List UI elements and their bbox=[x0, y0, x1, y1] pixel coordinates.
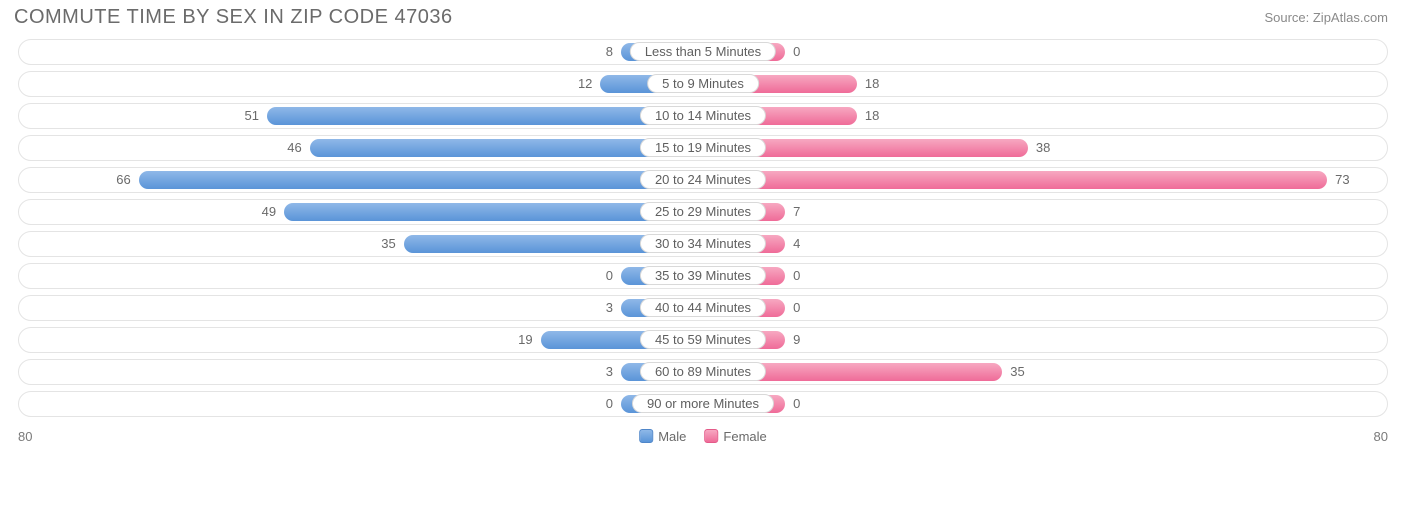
category-label: 5 to 9 Minutes bbox=[647, 74, 759, 93]
male-swatch-icon bbox=[639, 429, 653, 443]
category-label: 45 to 59 Minutes bbox=[640, 330, 766, 349]
male-value: 0 bbox=[606, 268, 613, 283]
source-attribution: Source: ZipAtlas.com bbox=[1264, 10, 1388, 25]
category-label: 10 to 14 Minutes bbox=[640, 106, 766, 125]
category-label: 35 to 39 Minutes bbox=[640, 266, 766, 285]
legend-male-label: Male bbox=[658, 429, 686, 444]
chart-row: 3 0 40 to 44 Minutes bbox=[18, 295, 1388, 321]
male-value: 8 bbox=[606, 44, 613, 59]
chart-row: 8 0 Less than 5 Minutes bbox=[18, 39, 1388, 65]
female-value: 4 bbox=[793, 236, 800, 251]
chart-row: 51 18 10 to 14 Minutes bbox=[18, 103, 1388, 129]
chart-row: 35 4 30 to 34 Minutes bbox=[18, 231, 1388, 257]
legend-female: Female bbox=[704, 429, 766, 444]
male-bar bbox=[139, 171, 703, 189]
male-value: 19 bbox=[518, 332, 532, 347]
male-bar bbox=[267, 107, 703, 125]
axis-left-max: 80 bbox=[18, 429, 32, 444]
female-value: 0 bbox=[793, 268, 800, 283]
male-value: 46 bbox=[287, 140, 301, 155]
chart-row: 49 7 25 to 29 Minutes bbox=[18, 199, 1388, 225]
category-label: 25 to 29 Minutes bbox=[640, 202, 766, 221]
male-value: 3 bbox=[606, 300, 613, 315]
chart-title: COMMUTE TIME BY SEX IN ZIP CODE 47036 bbox=[14, 6, 453, 29]
chart-row: 46 38 15 to 19 Minutes bbox=[18, 135, 1388, 161]
chart-row: 12 18 5 to 9 Minutes bbox=[18, 71, 1388, 97]
male-value: 66 bbox=[116, 172, 130, 187]
category-label: 20 to 24 Minutes bbox=[640, 170, 766, 189]
chart-row: 0 0 90 or more Minutes bbox=[18, 391, 1388, 417]
category-label: 30 to 34 Minutes bbox=[640, 234, 766, 253]
male-value: 12 bbox=[578, 76, 592, 91]
bar-chart: 8 0 Less than 5 Minutes 12 18 5 to 9 Minutes 5… bbox=[0, 33, 1406, 417]
category-label: Less than 5 Minutes bbox=[630, 42, 776, 61]
category-label: 60 to 89 Minutes bbox=[640, 362, 766, 381]
female-value: 18 bbox=[865, 108, 879, 123]
axis-right-max: 80 bbox=[1374, 429, 1388, 444]
category-label: 40 to 44 Minutes bbox=[640, 298, 766, 317]
female-value: 0 bbox=[793, 396, 800, 411]
male-value: 0 bbox=[606, 396, 613, 411]
female-value: 7 bbox=[793, 204, 800, 219]
chart-row: 3 35 60 to 89 Minutes bbox=[18, 359, 1388, 385]
male-value: 49 bbox=[262, 204, 276, 219]
chart-row: 19 9 45 to 59 Minutes bbox=[18, 327, 1388, 353]
female-value: 0 bbox=[793, 300, 800, 315]
female-value: 18 bbox=[865, 76, 879, 91]
female-value: 35 bbox=[1010, 364, 1024, 379]
category-label: 90 or more Minutes bbox=[632, 394, 774, 413]
female-value: 73 bbox=[1335, 172, 1349, 187]
legend-female-label: Female bbox=[723, 429, 766, 444]
legend: Male Female bbox=[639, 429, 767, 444]
female-value: 0 bbox=[793, 44, 800, 59]
female-swatch-icon bbox=[704, 429, 718, 443]
female-bar bbox=[703, 171, 1327, 189]
category-label: 15 to 19 Minutes bbox=[640, 138, 766, 157]
female-value: 9 bbox=[793, 332, 800, 347]
chart-row: 66 73 20 to 24 Minutes bbox=[18, 167, 1388, 193]
male-value: 51 bbox=[244, 108, 258, 123]
chart-row: 0 0 35 to 39 Minutes bbox=[18, 263, 1388, 289]
male-value: 35 bbox=[381, 236, 395, 251]
female-value: 38 bbox=[1036, 140, 1050, 155]
legend-male: Male bbox=[639, 429, 686, 444]
male-value: 3 bbox=[606, 364, 613, 379]
